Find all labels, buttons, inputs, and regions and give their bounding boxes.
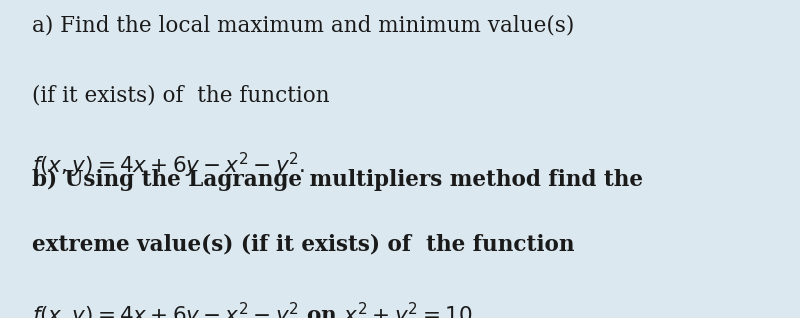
Text: extreme value(s) (if it exists) of  the function: extreme value(s) (if it exists) of the f… bbox=[32, 234, 574, 256]
Text: $f(x, y) = 4x + 6y - x^2 - y^2$ on $x^2 + y^2 = 10$: $f(x, y) = 4x + 6y - x^2 - y^2$ on $x^2 … bbox=[32, 301, 472, 318]
Text: b) Using the Lagrange multipliers method find the: b) Using the Lagrange multipliers method… bbox=[32, 169, 643, 190]
Text: (if it exists) of  the function: (if it exists) of the function bbox=[32, 84, 330, 106]
Text: $f(x, y) = 4x + 6y - x^2 - y^2.$: $f(x, y) = 4x + 6y - x^2 - y^2.$ bbox=[32, 151, 306, 180]
Text: a) Find the local maximum and minimum value(s): a) Find the local maximum and minimum va… bbox=[32, 14, 574, 36]
